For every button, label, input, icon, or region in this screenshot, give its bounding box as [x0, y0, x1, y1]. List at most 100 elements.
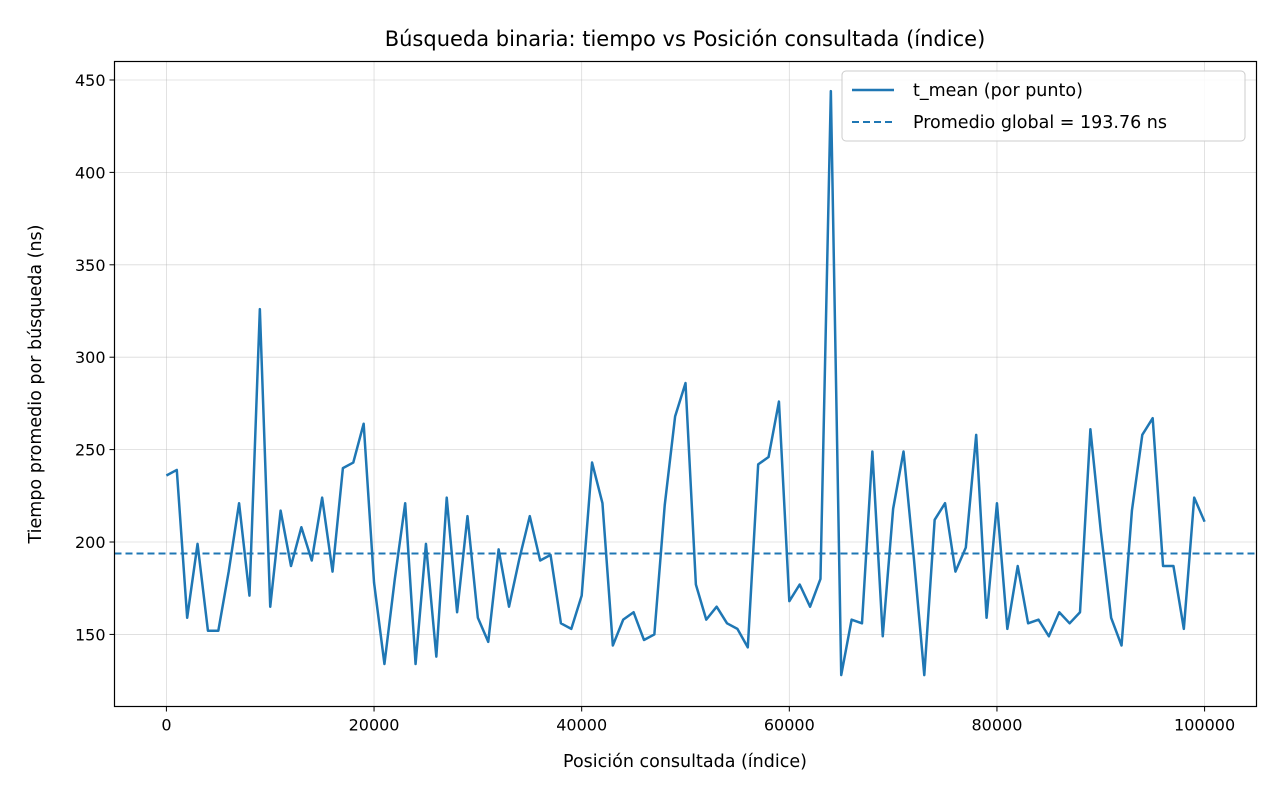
x-tick-label: 20000: [349, 716, 400, 735]
data-point: [601, 502, 603, 504]
data-point: [965, 546, 967, 548]
data-point: [1048, 635, 1050, 637]
data-point: [767, 456, 769, 458]
y-tick-label: 400: [75, 163, 106, 182]
data-point: [279, 509, 281, 511]
data-point: [383, 663, 385, 665]
data-point: [321, 496, 323, 498]
plot-area: [114, 89, 1257, 677]
data-point: [882, 635, 884, 637]
data-point: [259, 308, 261, 310]
data-point: [1089, 428, 1091, 430]
data-point: [487, 641, 489, 643]
data-point: [414, 663, 416, 665]
data-point: [300, 526, 302, 528]
data-point: [477, 617, 479, 619]
data-point: [352, 461, 354, 463]
y-tick-label: 450: [75, 71, 106, 90]
data-point: [1058, 611, 1060, 613]
data-point: [217, 630, 219, 632]
data-point: [830, 90, 832, 92]
data-point: [373, 581, 375, 583]
data-point: [632, 611, 634, 613]
data-point: [996, 502, 998, 504]
data-point: [1037, 618, 1039, 620]
data-point: [674, 415, 676, 417]
data-point: [643, 639, 645, 641]
x-tick-label: 0: [161, 716, 171, 735]
data-point: [1100, 530, 1102, 532]
y-tick-label: 200: [75, 533, 106, 552]
data-point: [1017, 565, 1019, 567]
x-axis-label: Posición consultada (índice): [563, 752, 807, 772]
data-point: [902, 450, 904, 452]
data-point: [757, 463, 759, 465]
data-point: [975, 434, 977, 436]
axis-ticks: 0 20000 40000 60000 80000 100000 150 200 250 300 3…: [75, 71, 1235, 735]
data-point: [871, 450, 873, 452]
data-point: [1027, 622, 1029, 624]
data-point: [954, 570, 956, 572]
data-point: [1172, 565, 1174, 567]
data-point: [539, 559, 541, 561]
data-point: [456, 611, 458, 613]
data-point: [653, 633, 655, 635]
data-point: [1203, 520, 1205, 522]
legend-box: [841, 70, 1246, 142]
y-tick-label: 150: [75, 625, 106, 644]
data-point: [1006, 628, 1008, 630]
legend: t_mean (por punto) Promedio global = 193…: [841, 70, 1246, 142]
data-point: [1183, 628, 1185, 630]
data-point: [913, 557, 915, 559]
chart-title: Búsqueda binaria: tiempo vs Posición con…: [385, 27, 986, 51]
data-point: [850, 618, 852, 620]
data-point: [176, 469, 178, 471]
data-point: [788, 600, 790, 602]
data-point: [684, 382, 686, 384]
data-point: [207, 630, 209, 632]
data-point: [933, 519, 935, 521]
data-point: [228, 570, 230, 572]
series-line-t-mean: [165, 89, 1206, 677]
data-point: [269, 606, 271, 608]
data-point: [1068, 622, 1070, 624]
data-point: [861, 622, 863, 624]
data-point: [518, 557, 520, 559]
data-point: [1151, 417, 1153, 419]
data-point: [560, 622, 562, 624]
data-point: [591, 461, 593, 463]
data-point: [1120, 644, 1122, 646]
data-point: [248, 594, 250, 596]
data-point: [809, 606, 811, 608]
y-axis-label: Tiempo promedio por búsqueda (ns): [26, 225, 46, 545]
plot-frame: [113, 60, 1258, 708]
data-point: [446, 496, 448, 498]
data-point: [664, 504, 666, 506]
data-point: [580, 594, 582, 596]
data-point: [622, 618, 624, 620]
data-point: [570, 628, 572, 630]
data-point: [747, 646, 749, 648]
data-point: [1162, 565, 1164, 567]
data-point: [238, 502, 240, 504]
x-tick-label: 40000: [556, 716, 607, 735]
data-point: [1131, 509, 1133, 511]
data-point: [840, 674, 842, 676]
data-point: [186, 617, 188, 619]
data-point: [1141, 434, 1143, 436]
data-point: [165, 474, 167, 476]
data-point: [362, 423, 364, 425]
data-point: [799, 583, 801, 585]
data-point: [1193, 496, 1195, 498]
data-point: [819, 578, 821, 580]
data-point: [290, 565, 292, 567]
data-point: [923, 674, 925, 676]
data-point: [497, 548, 499, 550]
data-point: [508, 606, 510, 608]
data-point: [778, 400, 780, 402]
data-point: [1110, 617, 1112, 619]
data-point: [985, 617, 987, 619]
legend-label-series-2: Promedio global = 193.76 ns: [913, 113, 1167, 133]
data-point: [892, 508, 894, 510]
